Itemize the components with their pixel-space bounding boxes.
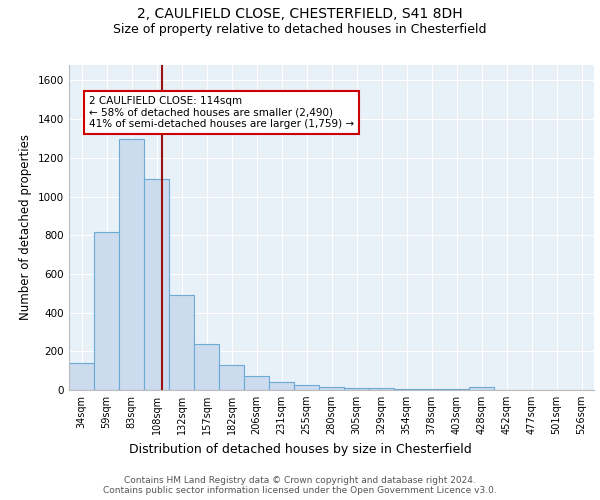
Bar	[119, 140, 144, 390]
Bar	[69, 364, 94, 390]
Y-axis label: Number of detached properties: Number of detached properties	[19, 134, 32, 320]
Bar	[244, 376, 269, 390]
Bar	[169, 295, 194, 390]
Bar	[319, 388, 344, 390]
Bar	[194, 344, 219, 390]
Text: Distribution of detached houses by size in Chesterfield: Distribution of detached houses by size …	[128, 442, 472, 456]
Bar	[369, 388, 394, 390]
Bar	[419, 389, 444, 390]
Bar	[444, 389, 469, 390]
Bar	[219, 365, 244, 390]
Text: 2 CAULFIELD CLOSE: 114sqm
← 58% of detached houses are smaller (2,490)
41% of se: 2 CAULFIELD CLOSE: 114sqm ← 58% of detac…	[89, 96, 354, 129]
Bar	[394, 389, 419, 390]
Text: 2, CAULFIELD CLOSE, CHESTERFIELD, S41 8DH: 2, CAULFIELD CLOSE, CHESTERFIELD, S41 8D…	[137, 8, 463, 22]
Bar	[344, 388, 369, 390]
Bar	[94, 232, 119, 390]
Bar	[144, 179, 169, 390]
Text: Size of property relative to detached houses in Chesterfield: Size of property relative to detached ho…	[113, 22, 487, 36]
Text: Contains HM Land Registry data © Crown copyright and database right 2024.
Contai: Contains HM Land Registry data © Crown c…	[103, 476, 497, 495]
Bar	[469, 388, 494, 390]
Bar	[269, 382, 294, 390]
Bar	[294, 385, 319, 390]
